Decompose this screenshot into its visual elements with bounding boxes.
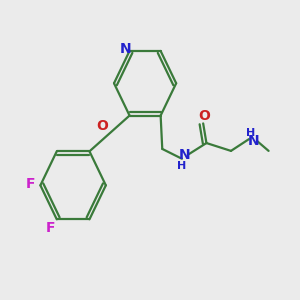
Text: H: H [177,161,186,171]
Text: O: O [96,119,108,134]
Text: O: O [198,109,210,123]
Text: F: F [26,177,35,191]
Text: N: N [120,42,131,56]
Text: H: H [246,128,255,138]
Text: F: F [46,221,55,235]
Text: N: N [179,148,190,162]
Text: N: N [248,134,260,148]
